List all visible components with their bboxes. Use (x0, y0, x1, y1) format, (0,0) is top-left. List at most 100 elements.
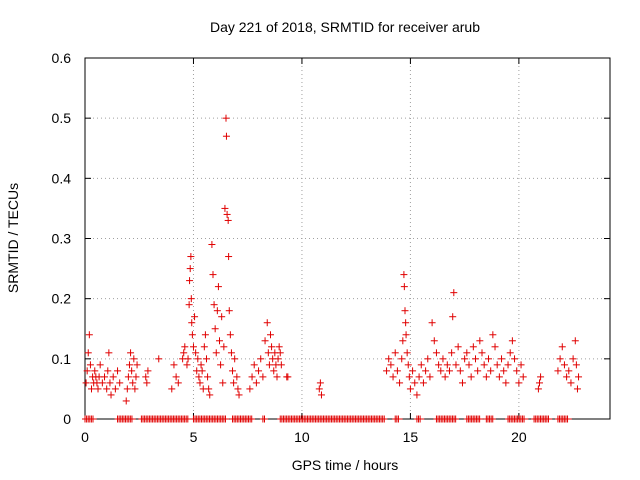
data-point (401, 307, 409, 315)
data-point (270, 367, 278, 375)
data-point (508, 337, 516, 345)
data-point (86, 361, 94, 369)
axis-ticks (84, 57, 610, 420)
y-tick-label: 0.4 (52, 170, 72, 186)
data-point (94, 385, 102, 393)
data-point (398, 355, 406, 363)
data-point (504, 361, 512, 369)
data-point (250, 361, 258, 369)
data-point (417, 361, 425, 369)
data-point (259, 373, 267, 381)
data-point (114, 367, 122, 375)
data-point (422, 367, 430, 375)
data-point (204, 373, 212, 381)
data-point (142, 373, 150, 381)
data-point (569, 355, 577, 363)
data-point (129, 379, 137, 387)
data-point (456, 367, 464, 375)
zero-value-run (413, 415, 425, 423)
data-point (487, 367, 495, 375)
data-point (105, 349, 113, 357)
data-point (478, 349, 486, 357)
data-point (461, 355, 469, 363)
data-point (430, 337, 438, 345)
data-point (458, 379, 466, 387)
data-point (221, 204, 229, 212)
data-point (491, 343, 499, 351)
data-point (385, 355, 393, 363)
data-point (125, 361, 133, 369)
data-point (91, 367, 99, 375)
data-point (517, 361, 525, 369)
data-point (489, 331, 497, 339)
data-point (572, 361, 580, 369)
data-points (82, 114, 583, 423)
data-point (316, 379, 324, 387)
data-point (519, 373, 527, 381)
zero-value-run (392, 415, 403, 423)
data-point (404, 361, 412, 369)
zero-value-run (483, 415, 496, 423)
data-point (391, 349, 399, 357)
data-point (454, 343, 462, 351)
data-point (130, 355, 138, 363)
data-point (502, 379, 510, 387)
data-point (196, 379, 204, 387)
data-point (186, 265, 194, 273)
data-point (103, 385, 111, 393)
data-point (445, 367, 453, 375)
data-point (200, 343, 208, 351)
data-point (214, 283, 222, 291)
data-point (500, 367, 508, 375)
data-point (261, 337, 269, 345)
data-point (498, 355, 506, 363)
data-point (181, 343, 189, 351)
data-point (393, 367, 401, 375)
data-point (402, 319, 410, 327)
data-point (216, 337, 224, 345)
data-point (187, 253, 195, 261)
y-tick-label: 0.6 (52, 50, 72, 66)
data-point (255, 367, 263, 375)
data-point (231, 355, 239, 363)
data-point (212, 349, 220, 357)
data-point (264, 349, 272, 357)
data-point (107, 391, 115, 399)
data-point (387, 361, 395, 369)
data-point (213, 307, 221, 315)
data-point (556, 355, 564, 363)
data-point (109, 373, 117, 381)
data-point (424, 355, 432, 363)
data-point (315, 385, 323, 393)
data-point (558, 343, 566, 351)
data-point (406, 385, 414, 393)
data-point (96, 361, 104, 369)
y-tick-label: 0.1 (52, 351, 72, 367)
data-point (219, 379, 227, 387)
data-point (506, 349, 514, 357)
data-point (194, 355, 202, 363)
data-point (400, 271, 408, 279)
data-point (405, 373, 413, 381)
data-point (266, 331, 274, 339)
x-tick-label: 20 (511, 429, 527, 445)
data-point (84, 349, 92, 357)
data-point (155, 355, 163, 363)
data-point (534, 385, 542, 393)
data-point (183, 361, 191, 369)
data-point (560, 361, 568, 369)
data-point (88, 385, 96, 393)
data-point (563, 373, 571, 381)
data-point (513, 367, 521, 375)
data-point (411, 379, 419, 387)
data-point (275, 343, 283, 351)
data-point (144, 367, 152, 375)
data-point (217, 361, 225, 369)
data-point (571, 337, 579, 345)
data-point (172, 373, 180, 381)
zero-value-run (190, 415, 230, 423)
data-point (123, 385, 131, 393)
data-point (202, 355, 210, 363)
data-point (554, 367, 562, 375)
